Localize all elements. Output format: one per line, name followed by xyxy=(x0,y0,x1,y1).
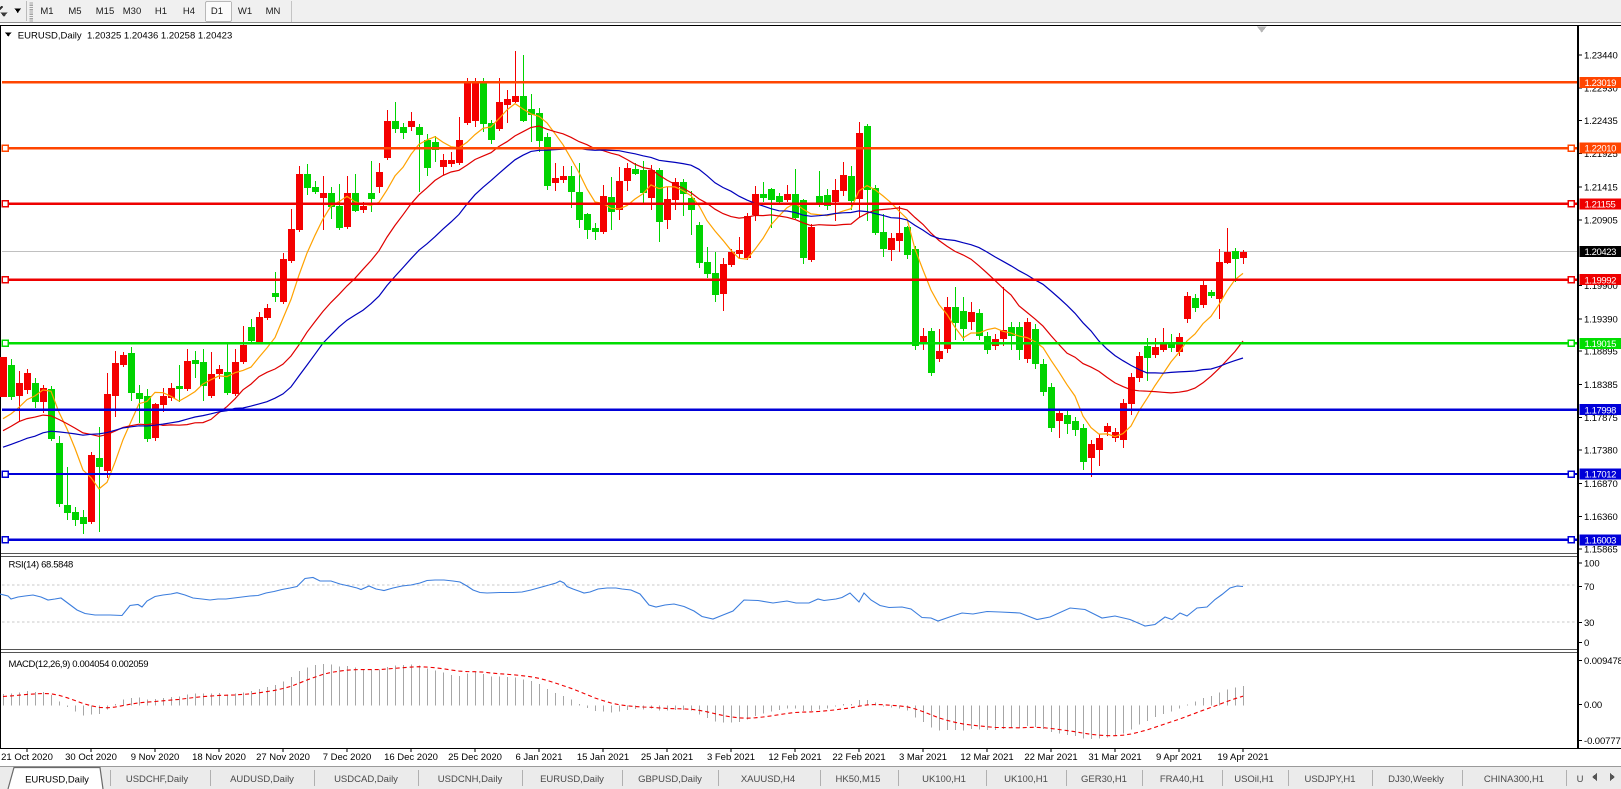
svg-text:18 Nov 2020: 18 Nov 2020 xyxy=(192,752,246,763)
svg-text:GBPUSD,Daily: GBPUSD,Daily xyxy=(638,774,702,785)
svg-text:9 Apr 2021: 9 Apr 2021 xyxy=(1156,752,1202,763)
svg-text:UK100,H1: UK100,H1 xyxy=(1004,774,1048,785)
svg-text:1.16003: 1.16003 xyxy=(1585,535,1617,546)
svg-text:7 Dec 2020: 7 Dec 2020 xyxy=(323,752,372,763)
svg-text:27 Nov 2020: 27 Nov 2020 xyxy=(256,752,310,763)
svg-text:1.22930: 1.22930 xyxy=(1584,84,1618,95)
svg-text:1.16360: 1.16360 xyxy=(1584,512,1618,523)
svg-text:25 Dec 2020: 25 Dec 2020 xyxy=(448,752,502,763)
svg-text:1.23440: 1.23440 xyxy=(1584,50,1618,61)
svg-text:25 Jan 2021: 25 Jan 2021 xyxy=(641,752,693,763)
svg-text:1.17380: 1.17380 xyxy=(1584,446,1618,457)
svg-text:1.23019: 1.23019 xyxy=(1585,78,1617,89)
svg-text:AUDUSD,Daily: AUDUSD,Daily xyxy=(230,774,294,785)
svg-text:22 Feb 2021: 22 Feb 2021 xyxy=(832,752,885,763)
svg-text:19 Apr 2021: 19 Apr 2021 xyxy=(1217,752,1268,763)
svg-text:M30: M30 xyxy=(123,6,141,17)
svg-text:31 Mar 2021: 31 Mar 2021 xyxy=(1088,752,1141,763)
svg-text:15 Jan 2021: 15 Jan 2021 xyxy=(577,752,629,763)
svg-text:6 Jan 2021: 6 Jan 2021 xyxy=(515,752,562,763)
svg-text:H4: H4 xyxy=(183,6,195,17)
svg-text:1.17012: 1.17012 xyxy=(1585,470,1617,481)
svg-text:100: 100 xyxy=(1584,559,1600,570)
svg-text:1.18385: 1.18385 xyxy=(1584,380,1618,391)
svg-text:USDCNH,Daily: USDCNH,Daily xyxy=(438,774,503,785)
svg-text:MACD(12,26,9) 0.004054 0.00205: MACD(12,26,9) 0.004054 0.002059 xyxy=(9,659,149,670)
svg-text:CHINA300,H1: CHINA300,H1 xyxy=(1484,774,1544,785)
svg-text:D1: D1 xyxy=(211,6,223,17)
svg-text:W1: W1 xyxy=(238,6,252,17)
svg-text:1.20423: 1.20423 xyxy=(1585,247,1617,258)
svg-text:M1: M1 xyxy=(40,6,53,17)
svg-text:3 Feb 2021: 3 Feb 2021 xyxy=(707,752,755,763)
svg-text:1.16870: 1.16870 xyxy=(1584,479,1618,490)
svg-text:1.21155: 1.21155 xyxy=(1585,199,1616,210)
svg-text:0.00: 0.00 xyxy=(1584,700,1602,711)
svg-text:EURUSD,Daily: EURUSD,Daily xyxy=(25,775,89,786)
svg-text:3 Mar 2021: 3 Mar 2021 xyxy=(899,752,947,763)
svg-text:16 Dec 2020: 16 Dec 2020 xyxy=(384,752,438,763)
svg-text:USDJPY,H1: USDJPY,H1 xyxy=(1304,774,1355,785)
svg-text:1.19992: 1.19992 xyxy=(1585,275,1617,286)
svg-text:30 Oct 2020: 30 Oct 2020 xyxy=(65,752,117,763)
svg-text:1.17998: 1.17998 xyxy=(1585,405,1617,416)
svg-text:FRA40,H1: FRA40,H1 xyxy=(1160,774,1204,785)
svg-text:21 Oct 2020: 21 Oct 2020 xyxy=(1,752,53,763)
svg-text:12 Feb 2021: 12 Feb 2021 xyxy=(768,752,821,763)
svg-text:M15: M15 xyxy=(96,6,114,17)
svg-text:USDCHF,Daily: USDCHF,Daily xyxy=(126,774,189,785)
svg-text:1.19015: 1.19015 xyxy=(1585,339,1617,350)
svg-text:1.19900: 1.19900 xyxy=(1584,281,1618,292)
svg-text:1.21925: 1.21925 xyxy=(1584,149,1618,160)
svg-text:UK100,H1: UK100,H1 xyxy=(922,774,966,785)
svg-text:XAUUSD,H4: XAUUSD,H4 xyxy=(741,774,795,785)
svg-text:1.22010: 1.22010 xyxy=(1585,144,1617,155)
svg-text:30: 30 xyxy=(1584,618,1594,629)
svg-text:1.18895: 1.18895 xyxy=(1584,347,1618,358)
svg-text:MN: MN xyxy=(266,6,281,17)
svg-text:GER30,H1: GER30,H1 xyxy=(1081,774,1127,785)
svg-text:1.22435: 1.22435 xyxy=(1584,116,1618,127)
svg-text:1.21415: 1.21415 xyxy=(1584,182,1618,193)
svg-text:0.009478: 0.009478 xyxy=(1584,656,1621,667)
svg-text:U: U xyxy=(1577,774,1584,785)
svg-text:9 Nov 2020: 9 Nov 2020 xyxy=(131,752,180,763)
svg-text:M5: M5 xyxy=(68,6,81,17)
svg-text:H1: H1 xyxy=(155,6,167,17)
svg-text:22 Mar 2021: 22 Mar 2021 xyxy=(1024,752,1077,763)
svg-text:-0.007778: -0.007778 xyxy=(1584,736,1621,747)
svg-text:1.17875: 1.17875 xyxy=(1584,413,1618,424)
svg-text:EURUSD,Daily: EURUSD,Daily xyxy=(540,774,604,785)
svg-text:1.15865: 1.15865 xyxy=(1584,544,1618,555)
svg-text:DJ30,Weekly: DJ30,Weekly xyxy=(1388,774,1444,785)
svg-text:1.19390: 1.19390 xyxy=(1584,314,1618,325)
svg-text:USDCAD,Daily: USDCAD,Daily xyxy=(334,774,398,785)
svg-text:12 Mar 2021: 12 Mar 2021 xyxy=(960,752,1013,763)
svg-text:70: 70 xyxy=(1584,582,1594,593)
svg-text:EURUSD,Daily 1.20325 1.20436: EURUSD,Daily 1.20325 1.20436 1.20258 1.2… xyxy=(18,31,232,42)
svg-text:RSI(14) 68.5848: RSI(14) 68.5848 xyxy=(9,559,74,570)
svg-text:1.20905: 1.20905 xyxy=(1584,216,1618,227)
svg-text:HK50,M15: HK50,M15 xyxy=(836,774,881,785)
svg-text:USOil,H1: USOil,H1 xyxy=(1234,774,1274,785)
svg-text:0: 0 xyxy=(1584,638,1589,649)
